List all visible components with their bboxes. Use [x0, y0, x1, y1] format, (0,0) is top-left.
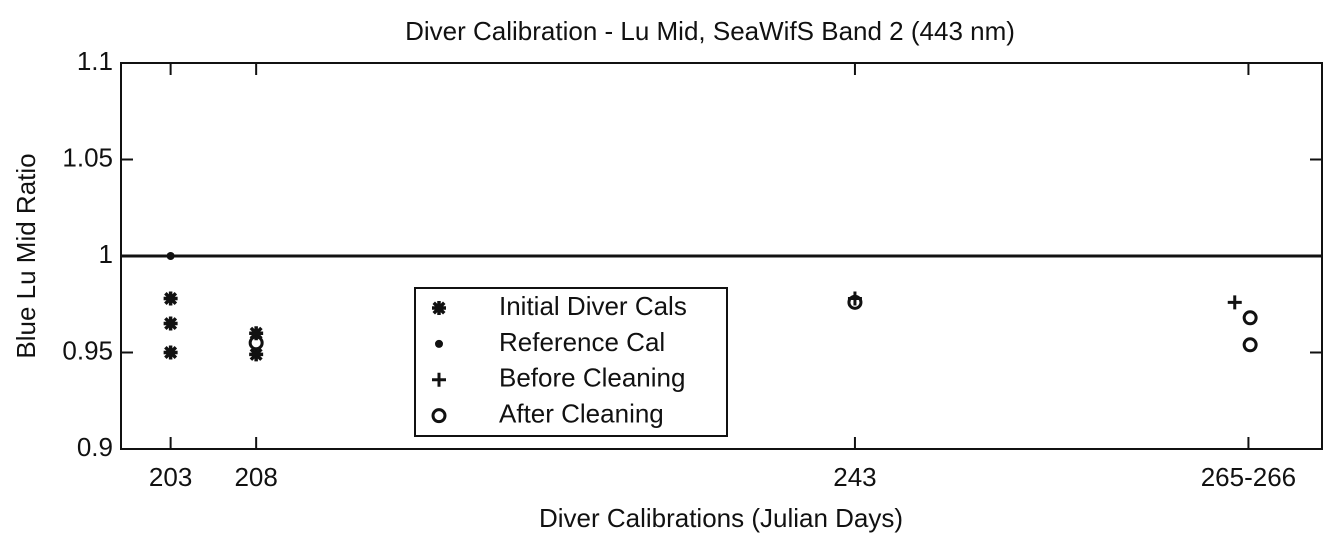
- plus-marker: [432, 372, 446, 387]
- y-tick-label: 1: [99, 239, 113, 269]
- circle-marker: [431, 408, 447, 424]
- asterisk-marker: [163, 291, 178, 306]
- plus-marker: [1227, 295, 1242, 310]
- legend-label: Before Cleaning: [499, 363, 685, 393]
- y-tick-label: 1.05: [62, 142, 113, 172]
- x-tick-label: 208: [234, 462, 277, 492]
- asterisk-marker: [249, 326, 264, 341]
- circle-marker: [248, 335, 264, 351]
- asterisk-marker: [163, 316, 178, 331]
- legend-label: Reference Cal: [499, 327, 665, 357]
- x-tick-label: 265-266: [1201, 462, 1296, 492]
- legend-label: After Cleaning: [499, 399, 664, 429]
- y-axis-label: Blue Lu Mid Ratio: [11, 153, 41, 358]
- circle-marker: [1242, 337, 1258, 353]
- y-tick-label: 0.95: [62, 335, 113, 365]
- asterisk-marker: [249, 347, 264, 362]
- asterisk-marker: [163, 345, 178, 360]
- asterisk-marker: [432, 301, 446, 315]
- chart-title: Diver Calibration - Lu Mid, SeaWifS Band…: [405, 16, 1015, 46]
- circle-marker: [847, 294, 863, 310]
- legend-label: Initial Diver Cals: [499, 291, 687, 321]
- dot-marker: [166, 252, 175, 260]
- dot-marker: [435, 339, 443, 348]
- x-axis-label: Diver Calibrations (Julian Days): [539, 503, 903, 533]
- circle-marker: [1242, 310, 1258, 326]
- x-tick-label: 243: [833, 462, 876, 492]
- x-tick-label: 203: [149, 462, 192, 492]
- legend-box: [414, 287, 728, 437]
- y-tick-label: 0.9: [77, 432, 113, 462]
- y-tick-label: 1.1: [77, 46, 113, 76]
